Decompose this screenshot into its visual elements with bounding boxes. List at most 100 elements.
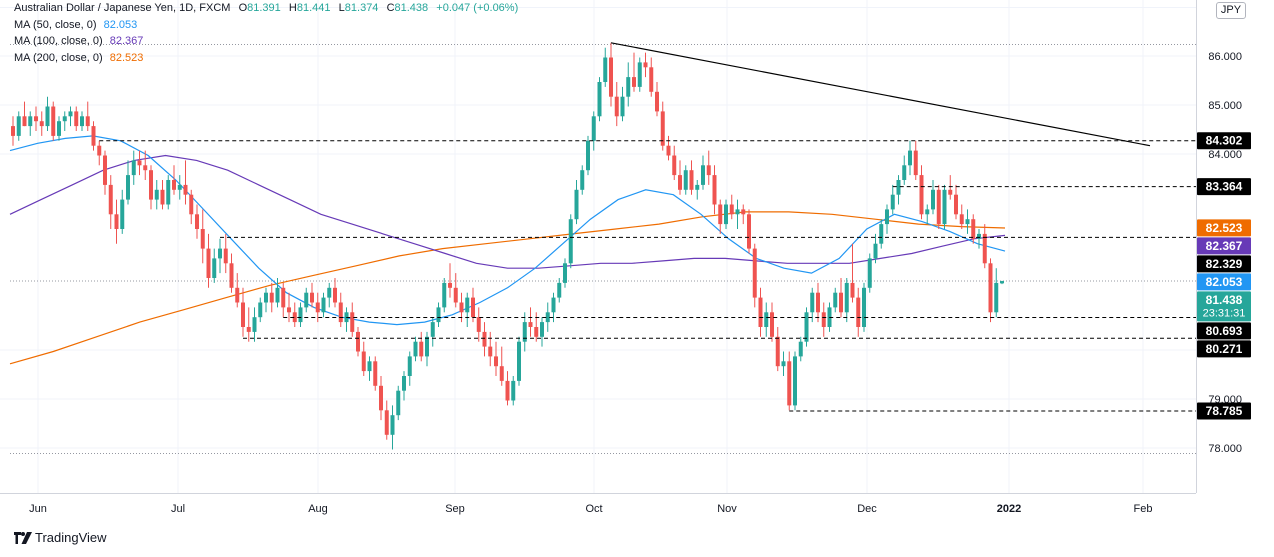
candle-body [931, 189, 935, 210]
candle-body [574, 189, 579, 220]
price-label-text: 82.053 [1206, 275, 1243, 289]
candle-body [563, 263, 567, 283]
legend-ma100[interactable]: MA (100, close, 0) 82.367 [14, 33, 518, 50]
candle-body [494, 356, 498, 367]
legend-title-row: Australian Dollar / Japanese Yen, 1D, FX… [14, 0, 518, 17]
ma100-value: 82.367 [109, 35, 144, 47]
candle-body [413, 341, 418, 357]
candle-body [724, 204, 728, 225]
price-labels: 84.302 83.364 82.523 82.367 82.329 82.053 81.4… [1197, 132, 1251, 420]
y-tick-label: 85.000 [1208, 100, 1242, 112]
price-label-text: 78.785 [1206, 404, 1243, 418]
candle-body [821, 312, 826, 327]
candle-body [936, 189, 941, 225]
candle-body [689, 170, 694, 190]
candle-body [942, 189, 947, 225]
close-label: C [386, 2, 395, 14]
x-tick-label: 2022 [997, 503, 1021, 515]
candle-body [459, 302, 464, 313]
candle-body [701, 165, 705, 185]
candle-body [655, 91, 659, 112]
candle-body [666, 145, 671, 156]
candle-body [160, 189, 165, 205]
price-label-text: 82.367 [1206, 239, 1243, 253]
candle-body [189, 194, 194, 215]
candle-body [867, 258, 872, 288]
candle-body [384, 410, 389, 435]
candle-body [890, 194, 895, 210]
candle-body [770, 312, 774, 337]
candle-body [419, 341, 424, 357]
candle-body [609, 57, 613, 97]
candle-body [1000, 281, 1004, 284]
candle-body [747, 214, 751, 249]
candle-body [120, 199, 125, 229]
ma50-label: MA (50, close, 0) [14, 18, 97, 31]
candle-body [488, 346, 493, 357]
candle-body [919, 175, 924, 215]
candle-body [982, 233, 987, 264]
candle-body [275, 287, 280, 303]
candle-body [781, 361, 786, 367]
candle-body [356, 331, 360, 352]
ma50-value: 82.053 [103, 18, 138, 31]
candle-body [505, 380, 510, 401]
candle-body [862, 287, 866, 327]
ma200-value: 82.523 [109, 51, 144, 64]
x-tick-label: Aug [308, 503, 328, 515]
candle-body [925, 209, 930, 215]
candle-body [522, 322, 527, 342]
candle-body [994, 282, 999, 313]
candle-body [131, 160, 136, 176]
candle-body [729, 204, 734, 215]
candle-body [948, 189, 953, 195]
candle-body [706, 165, 711, 176]
candle-body [327, 287, 332, 298]
price-label-badge: 82.053 [1197, 273, 1251, 291]
candle-body [528, 322, 533, 327]
high-value: 81.441 [296, 2, 331, 14]
candle-body [338, 302, 343, 323]
candle-body [718, 204, 723, 225]
candle-body [793, 356, 797, 406]
ma200-line [9, 211, 1006, 365]
price-label-badge: 82.367 [1197, 237, 1251, 255]
candle-body [850, 282, 855, 298]
currency-badge[interactable]: JPY [1216, 2, 1246, 19]
footer-brand[interactable]: TradingView [14, 530, 107, 545]
candle-body [281, 287, 286, 308]
candle-body [540, 322, 544, 337]
candle-body [476, 317, 481, 332]
candle-body [965, 219, 970, 225]
candle-body [114, 214, 119, 229]
candle-body [971, 219, 976, 239]
tradingview-logo-icon [14, 531, 32, 544]
candle-body [218, 248, 222, 259]
candle-body [902, 165, 907, 180]
candle-body [264, 292, 268, 303]
candle-body [143, 165, 148, 171]
candle-body [97, 145, 102, 156]
candle-body [620, 96, 625, 117]
candle-body [292, 312, 297, 323]
candle-body [172, 180, 176, 190]
open-value: 81.391 [247, 2, 281, 14]
legend-ma200[interactable]: MA (200, close, 0) 82.523 [14, 50, 518, 67]
candle-body [350, 312, 355, 332]
candle-body [597, 82, 602, 117]
candle-body [816, 292, 820, 313]
candle-body [741, 209, 746, 215]
ma50-line [9, 135, 1006, 326]
x-tick-label: Nov [717, 503, 737, 515]
legend-ma50[interactable]: MA (50, close, 0) 82.053 [14, 17, 518, 34]
candle-body [614, 96, 619, 117]
candle-body [315, 302, 320, 313]
price-label-text: 82.523 [1206, 221, 1243, 235]
trend-line [610, 42, 1151, 147]
candle-body [804, 312, 809, 342]
candle-body [229, 263, 234, 288]
candle-body [62, 116, 67, 122]
candle-body [954, 194, 958, 215]
